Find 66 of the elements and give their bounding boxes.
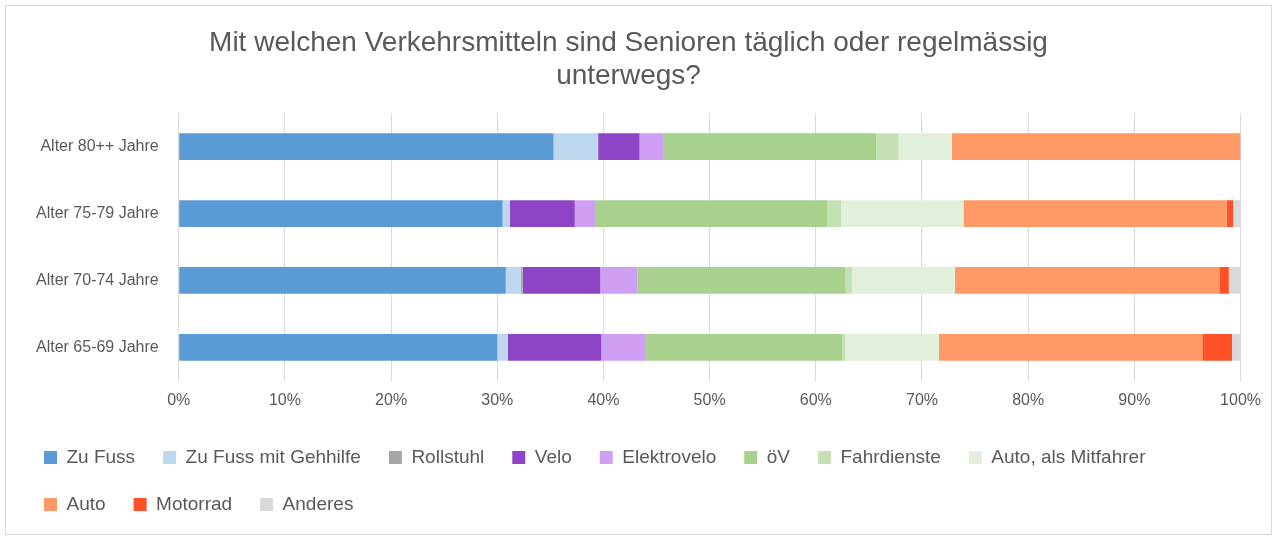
bar <box>179 200 503 227</box>
bar <box>179 133 554 161</box>
bar <box>637 267 846 294</box>
legend-label: Motorrad <box>156 492 233 514</box>
bar <box>598 133 640 161</box>
x-tick-label: 100% <box>1220 390 1261 408</box>
legend-label: Zu Fuss <box>66 445 136 467</box>
bar <box>553 133 599 161</box>
bar <box>963 200 1227 227</box>
bar <box>601 333 646 361</box>
x-tick-label: 90% <box>1118 390 1151 408</box>
bar <box>645 333 843 361</box>
bar <box>507 333 602 361</box>
bar <box>951 133 1241 161</box>
legend-label: Zu Fuss mit Gehhilfe <box>185 445 361 467</box>
bar <box>510 200 575 227</box>
bar <box>1202 333 1233 361</box>
chart-title: Mit welchen Verkehrsmitteln sind Senioren täglich oder regelmässig unterwegs? <box>209 25 1048 91</box>
y-tick-label: Alter 80++ Jahre <box>40 137 159 155</box>
bar <box>522 267 601 294</box>
bar <box>662 133 877 161</box>
bar <box>841 200 964 227</box>
bar <box>1228 267 1241 294</box>
bar <box>497 333 508 361</box>
x-tick-label: 70% <box>905 390 939 408</box>
bar <box>574 200 595 227</box>
legend-label: Fahrdienste <box>840 445 941 467</box>
bar <box>600 267 638 294</box>
bar <box>845 333 939 361</box>
bar <box>505 267 521 294</box>
x-tick-label: 0% <box>167 390 191 408</box>
x-tick-label: 10% <box>268 390 301 408</box>
bar <box>954 267 1220 294</box>
bar <box>842 333 846 361</box>
bar <box>179 333 498 361</box>
bar <box>851 267 955 294</box>
legend-label: Anderes <box>282 492 354 514</box>
x-tick-label: 40% <box>587 390 620 408</box>
y-tick-label: Alter 65-69 Jahre <box>36 337 159 355</box>
x-tick-label: 30% <box>481 390 514 408</box>
legend-label: öV <box>766 445 791 467</box>
bar <box>1232 333 1241 361</box>
bar <box>502 200 511 227</box>
y-tick-label: Alter 70-74 Jahre <box>36 270 159 288</box>
bar <box>898 133 952 161</box>
bar <box>845 267 852 294</box>
bar <box>520 267 523 294</box>
x-tick-label: 20% <box>375 390 408 408</box>
x-tick-label: 60% <box>799 390 832 408</box>
x-tick-label: 50% <box>693 390 726 408</box>
x-tick-label: 80% <box>1012 390 1045 408</box>
bar <box>594 200 828 227</box>
legend-label: Velo <box>534 445 572 467</box>
bar <box>179 267 506 294</box>
legend-label: Elektrovelo <box>622 445 717 467</box>
bar <box>1226 200 1234 227</box>
legend-label: Rollstuhl <box>411 445 485 467</box>
bar <box>1219 267 1229 294</box>
y-tick-label: Alter 75-79 Jahre <box>36 203 159 221</box>
bar <box>938 333 1203 361</box>
legend-label: Auto, als Mitfahrer <box>991 445 1147 467</box>
legend-label: Auto <box>66 492 106 514</box>
bar <box>1233 200 1241 227</box>
bar <box>876 133 899 161</box>
bar <box>639 133 663 161</box>
bar <box>827 200 842 227</box>
